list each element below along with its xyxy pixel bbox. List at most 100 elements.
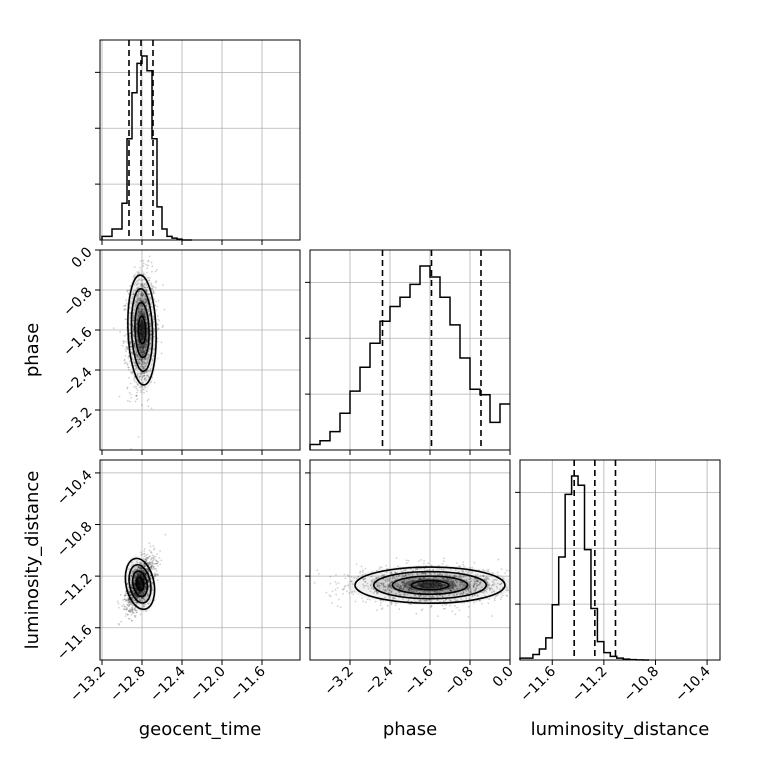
- sample-point: [421, 586, 424, 589]
- sample-point: [450, 589, 453, 591]
- sample-point: [463, 565, 465, 568]
- sample-point: [414, 585, 417, 588]
- sample-point: [411, 574, 414, 576]
- sample-point: [143, 603, 146, 606]
- sample-point: [144, 585, 147, 588]
- sample-point: [134, 609, 137, 612]
- sample-point: [149, 327, 152, 330]
- sample-point: [448, 593, 451, 596]
- sample-point: [400, 587, 402, 590]
- sample-point: [137, 355, 140, 357]
- sample-point: [124, 340, 126, 343]
- sample-point: [144, 295, 146, 298]
- sample-point: [505, 594, 508, 597]
- sample-point: [137, 583, 139, 586]
- sample-point: [139, 322, 142, 325]
- sample-point: [133, 317, 135, 320]
- sample-point: [472, 586, 475, 589]
- sample-point: [382, 582, 385, 585]
- sample-point: [428, 569, 430, 572]
- ylabel-phase: phase: [22, 323, 43, 377]
- sample-point: [117, 602, 120, 605]
- sample-point: [129, 591, 131, 594]
- sample-point: [145, 345, 148, 348]
- sample-point: [445, 604, 447, 606]
- sample-point: [142, 570, 145, 573]
- sample-point: [118, 623, 121, 626]
- sample-point: [134, 352, 137, 355]
- sample-point: [153, 330, 156, 333]
- sample-point: [458, 565, 460, 568]
- sample-point: [143, 367, 146, 369]
- sample-point: [145, 339, 148, 342]
- sample-point: [432, 581, 435, 584]
- sample-point: [336, 605, 339, 608]
- sample-point: [139, 346, 142, 349]
- sample-point: [396, 585, 399, 588]
- sample-point: [139, 573, 141, 576]
- sample-point: [448, 581, 451, 584]
- sample-point: [139, 572, 141, 575]
- sample-point: [135, 317, 138, 320]
- sample-point: [134, 368, 137, 371]
- sample-point: [142, 577, 145, 580]
- sample-point: [413, 598, 416, 601]
- sample-point: [136, 358, 139, 361]
- sample-point: [148, 370, 151, 373]
- sample-point: [134, 609, 136, 612]
- sample-point: [129, 285, 132, 287]
- sample-point: [134, 364, 137, 367]
- sample-point: [136, 580, 139, 583]
- sample-point: [154, 573, 157, 576]
- sample-point: [132, 275, 135, 278]
- sample-point: [151, 588, 154, 591]
- sample-point: [143, 377, 146, 380]
- sample-point: [422, 591, 425, 593]
- sample-point: [149, 314, 151, 317]
- sample-point: [129, 593, 132, 596]
- sample-point: [447, 590, 449, 593]
- sample-point: [452, 580, 454, 583]
- sample-point: [134, 348, 137, 351]
- sample-point: [138, 362, 141, 365]
- sample-point: [410, 589, 413, 591]
- sample-point: [143, 350, 145, 352]
- sample-point: [474, 574, 477, 577]
- sample-point: [431, 582, 434, 585]
- sample-point: [425, 584, 428, 587]
- sample-point: [149, 563, 152, 566]
- sample-point: [144, 351, 146, 354]
- sample-point: [146, 289, 149, 292]
- sample-point: [386, 604, 389, 607]
- sample-point: [139, 583, 142, 586]
- sample-point: [135, 587, 138, 589]
- sample-point: [149, 323, 152, 326]
- sample-point: [139, 567, 142, 570]
- sample-point: [129, 601, 131, 604]
- sample-point: [144, 572, 147, 575]
- sample-point: [476, 578, 478, 581]
- sample-point: [424, 591, 427, 594]
- sample-point: [140, 310, 143, 312]
- sample-point: [131, 353, 133, 356]
- sample-point: [140, 303, 143, 306]
- sample-point: [145, 358, 148, 361]
- sample-point: [431, 586, 434, 588]
- sample-point: [142, 327, 145, 330]
- contour-line: [127, 274, 157, 386]
- sample-point: [363, 586, 365, 589]
- sample-point: [137, 579, 140, 582]
- sample-point: [491, 572, 494, 574]
- sample-point: [137, 580, 140, 583]
- sample-point: [141, 333, 144, 336]
- sample-point: [148, 561, 151, 564]
- sample-point: [146, 360, 149, 363]
- sample-point: [425, 573, 427, 576]
- sample-point: [139, 593, 141, 596]
- sample-point: [477, 580, 480, 583]
- sample-point: [469, 589, 472, 592]
- sample-point: [147, 581, 150, 583]
- sample-point: [439, 573, 442, 576]
- sample-point: [141, 375, 144, 378]
- sample-point: [135, 301, 138, 304]
